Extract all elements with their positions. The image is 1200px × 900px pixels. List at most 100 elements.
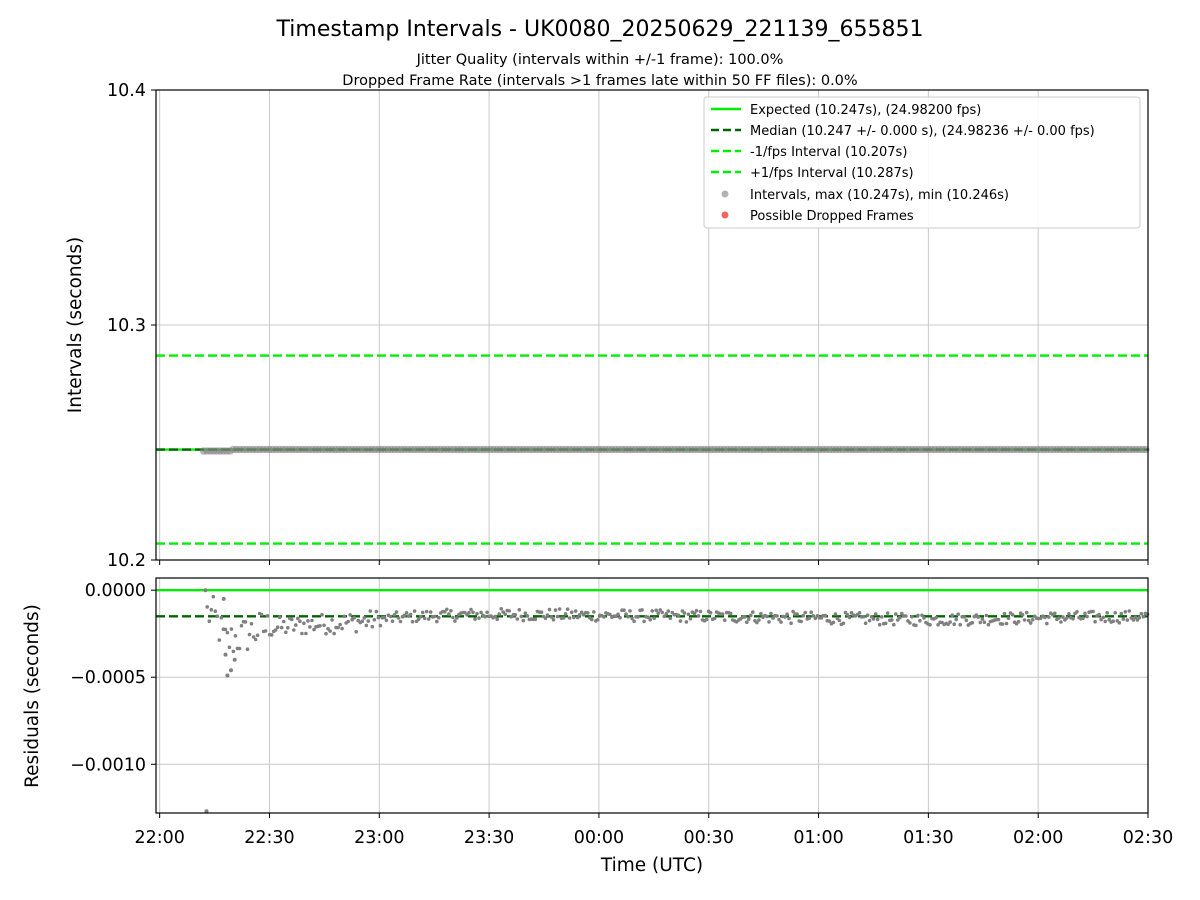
residual-point xyxy=(807,616,811,620)
residual-point xyxy=(791,609,795,614)
residual-point xyxy=(251,635,256,639)
residual-point xyxy=(928,623,932,627)
residual-point xyxy=(1067,612,1071,616)
residual-point xyxy=(743,615,747,619)
residual-point xyxy=(575,615,580,620)
residual-point xyxy=(332,631,336,636)
residual-point xyxy=(1097,612,1101,617)
residual-point xyxy=(795,612,799,616)
residual-point xyxy=(382,615,387,620)
residual-point xyxy=(785,612,789,616)
residual-point xyxy=(432,614,437,619)
residual-point xyxy=(571,615,576,620)
residual-point xyxy=(243,620,248,624)
residual-point xyxy=(890,618,894,622)
residual-point xyxy=(656,611,660,615)
residual-point xyxy=(632,619,636,623)
residual-point xyxy=(426,617,431,621)
residual-outlier-point xyxy=(204,809,209,814)
residual-point xyxy=(420,610,425,615)
legend-dropped-swatch xyxy=(721,211,729,219)
residual-point xyxy=(211,594,216,599)
residual-point xyxy=(1101,615,1105,620)
residual-point xyxy=(225,630,230,635)
residual-point xyxy=(275,625,280,629)
y-tick-label-bottom: 0.0000 xyxy=(85,581,146,601)
residual-point xyxy=(664,612,669,616)
residual-point xyxy=(827,619,832,623)
residual-point xyxy=(1061,615,1065,619)
legend-dropped: Possible Dropped Frames xyxy=(750,209,914,224)
y-tick-label-bottom: −0.0005 xyxy=(70,668,146,688)
residual-point xyxy=(799,619,803,624)
residual-point xyxy=(561,616,566,620)
residual-point xyxy=(728,611,733,616)
residual-point xyxy=(708,610,713,615)
residual-point xyxy=(286,626,290,630)
residual-point xyxy=(596,618,600,622)
x-tick-label: 01:00 xyxy=(793,828,843,848)
residual-point xyxy=(515,617,520,621)
residual-point xyxy=(479,610,483,615)
intervals-y-axis-label: Intervals (seconds) xyxy=(65,237,86,413)
residual-point xyxy=(533,617,538,621)
residual-point xyxy=(982,620,987,624)
residual-point xyxy=(346,619,351,624)
residual-point xyxy=(455,616,459,620)
x-tick-label: 02:30 xyxy=(1123,828,1173,848)
residual-outlier-point xyxy=(221,596,226,601)
residual-point xyxy=(954,617,958,622)
residual-point xyxy=(883,621,888,626)
residual-point xyxy=(783,615,787,619)
residual-point xyxy=(547,607,552,612)
residual-outlier-point xyxy=(232,657,237,662)
residual-point xyxy=(483,614,487,619)
residual-point xyxy=(1000,622,1005,626)
residual-point xyxy=(237,646,242,651)
residual-point xyxy=(366,619,371,623)
residual-point xyxy=(920,613,924,618)
legend-box xyxy=(703,96,1141,229)
residual-point xyxy=(592,610,596,614)
residual-point xyxy=(885,611,890,615)
residual-point xyxy=(318,624,322,628)
legend: Expected (10.247s), (24.98200 fps) Media… xyxy=(703,96,1141,229)
residuals-frame xyxy=(155,577,1149,814)
residual-point xyxy=(523,611,528,615)
residual-point xyxy=(306,619,310,623)
residual-point xyxy=(277,615,282,619)
residual-point xyxy=(1016,619,1021,624)
intervals-y-ticks: 10.2 10.3 10.4 xyxy=(107,81,156,571)
chart-title: Timestamp Intervals - UK0080_20250629_22… xyxy=(276,17,924,42)
residual-point xyxy=(813,616,818,621)
residual-point xyxy=(555,614,560,619)
residual-point xyxy=(779,620,783,624)
residual-point xyxy=(263,629,268,633)
residual-point xyxy=(801,613,805,618)
residual-point xyxy=(950,613,954,617)
residual-point xyxy=(916,613,920,618)
residual-point xyxy=(249,622,254,626)
residual-point xyxy=(390,619,395,623)
residual-point xyxy=(499,607,504,611)
residual-point xyxy=(296,616,300,621)
residual-point xyxy=(646,615,650,619)
residual-point xyxy=(789,621,793,625)
residual-point xyxy=(310,618,314,623)
residual-point xyxy=(823,613,828,618)
residual-point xyxy=(879,615,884,619)
residual-point xyxy=(767,620,771,624)
residual-point xyxy=(751,610,755,614)
residual-point xyxy=(209,607,214,612)
residual-point xyxy=(809,610,813,614)
residual-point xyxy=(698,609,703,614)
residual-point xyxy=(1093,619,1097,624)
residual-point xyxy=(545,613,550,617)
residual-point xyxy=(229,627,234,631)
residual-point xyxy=(692,611,697,616)
residual-point xyxy=(207,619,212,623)
residual-point xyxy=(330,618,334,622)
residual-point xyxy=(443,610,447,614)
y-tick-label-top: 10.4 xyxy=(107,81,146,101)
